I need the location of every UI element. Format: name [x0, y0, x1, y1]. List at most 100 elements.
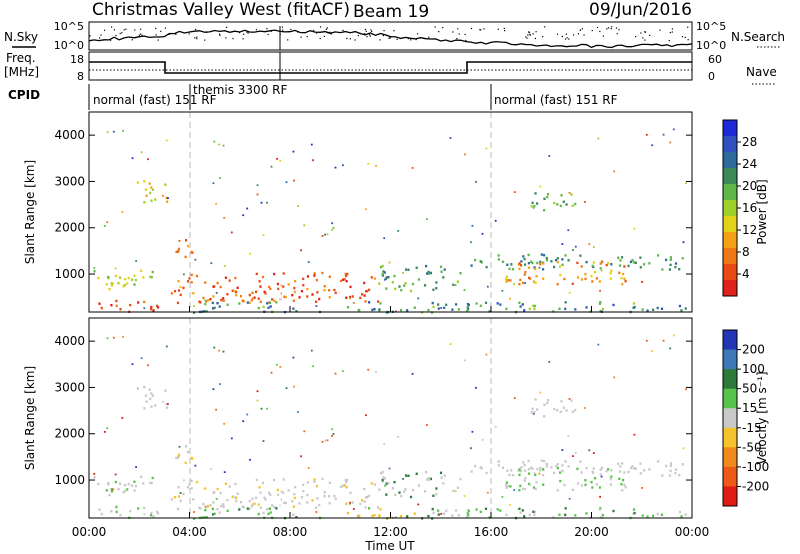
power-noise: [454, 284, 457, 286]
power-cell: [617, 256, 620, 259]
power-cell: [242, 300, 245, 303]
power-cell: [259, 300, 262, 303]
power-cell: [571, 204, 574, 207]
velocity-cell: [560, 400, 563, 403]
power-noise: [597, 137, 600, 140]
velocity-noise: [645, 339, 648, 342]
velocity-cell: [211, 513, 215, 516]
colorbar-tick-label-5: 24: [742, 157, 757, 171]
velocity-cell: [601, 513, 604, 517]
power-cell: [443, 268, 446, 271]
velocity-cell: [524, 476, 527, 480]
velocity-cell: [474, 464, 477, 468]
velocity-noise: [204, 505, 207, 508]
velocity-cell: [264, 498, 267, 501]
power-cell: [358, 309, 361, 312]
velocity-cell: [674, 471, 677, 475]
velocity-cell: [273, 505, 276, 509]
power-noise: [223, 265, 226, 267]
velocity-cell: [195, 480, 199, 484]
power-cell: [373, 277, 376, 280]
colorbar-frame: [722, 329, 738, 507]
velocity-cell: [563, 483, 566, 487]
power-cell: [632, 261, 635, 264]
power-cell: [631, 259, 634, 262]
velocity-cell: [279, 490, 282, 493]
power-cell: [343, 278, 346, 281]
power-cell: [523, 309, 526, 312]
nsky-dot: [246, 31, 248, 33]
velocity-noise: [641, 487, 643, 489]
nsky-dot: [616, 33, 618, 35]
velocity-cell: [218, 511, 221, 514]
velocity-cell: [148, 388, 151, 391]
colorbar-tick-label-1: 8: [742, 245, 750, 259]
velocity-cell: [127, 482, 130, 486]
nsky-dot: [456, 37, 458, 40]
velocity-cell: [522, 461, 525, 464]
velocity-noise: [193, 511, 195, 513]
velocity-cell: [599, 507, 602, 510]
velocity-noise: [463, 495, 466, 497]
velocity-cell: [530, 411, 533, 414]
velocity-cell: [570, 399, 573, 402]
velocity-noise: [532, 413, 535, 415]
velocity-cell: [648, 468, 651, 471]
power-cell: [532, 280, 536, 283]
power-cell: [556, 203, 559, 206]
colorbar-tick-label-4: 20: [742, 179, 757, 193]
power-noise: [588, 243, 591, 246]
power-cell: [443, 306, 446, 309]
velocity-cell: [632, 508, 636, 511]
colorbar-swatch-3: [723, 388, 737, 409]
power-cell: [518, 267, 521, 271]
power-cell: [533, 307, 536, 311]
nsky-dot: [364, 33, 366, 35]
freq-tick-high: 18: [70, 53, 84, 66]
velocity-cell: [470, 470, 473, 473]
velocity-cell: [432, 511, 435, 515]
power-cell: [555, 258, 558, 262]
velocity-cell: [363, 487, 366, 491]
power-cell: [668, 268, 671, 271]
velocity-cell: [263, 496, 266, 499]
power-cell: [328, 275, 331, 278]
power-cell: [532, 304, 535, 307]
velocity-cell: [424, 490, 427, 493]
velocity-cell: [437, 513, 440, 516]
power-cell: [248, 293, 251, 297]
velocity-cell: [571, 410, 574, 413]
nsky-dot: [89, 35, 91, 37]
velocity-noise: [223, 422, 226, 425]
power-cell: [368, 288, 371, 292]
power-cell: [175, 250, 178, 254]
colorbar-swatch-3: [723, 168, 737, 185]
nsky-dot: [532, 33, 534, 35]
power-noise: [178, 239, 181, 242]
velocity-cell: [479, 510, 482, 513]
power-cell: [231, 289, 234, 292]
nsky-dot: [266, 28, 268, 30]
nsky-dot: [438, 31, 440, 33]
freq-label: Freq.: [6, 51, 36, 65]
velocity-noise: [106, 427, 109, 430]
velocity-cell: [475, 508, 478, 511]
cpid-label-0: normal (fast) 151 RF: [93, 93, 217, 107]
velocity-panel: 1000 2000 3000 4000 Slant Range [km] 200 100…: [23, 306, 769, 553]
power-cell: [618, 271, 621, 274]
velocity-noise: [215, 498, 218, 500]
power-cell: [561, 263, 564, 266]
velocity-cell: [110, 490, 113, 493]
velocity-cell: [519, 511, 522, 514]
power-cell: [528, 307, 531, 311]
nsky-dot: [618, 29, 620, 31]
power-cell: [115, 299, 118, 303]
velocity-cell: [457, 514, 460, 517]
power-cell: [379, 302, 382, 305]
velocity-cell: [501, 466, 505, 469]
power-cell: [105, 283, 108, 286]
velocity-noise: [223, 471, 226, 473]
power-noise: [485, 147, 488, 150]
nsky-dot: [581, 28, 584, 30]
power-cell: [393, 274, 396, 278]
